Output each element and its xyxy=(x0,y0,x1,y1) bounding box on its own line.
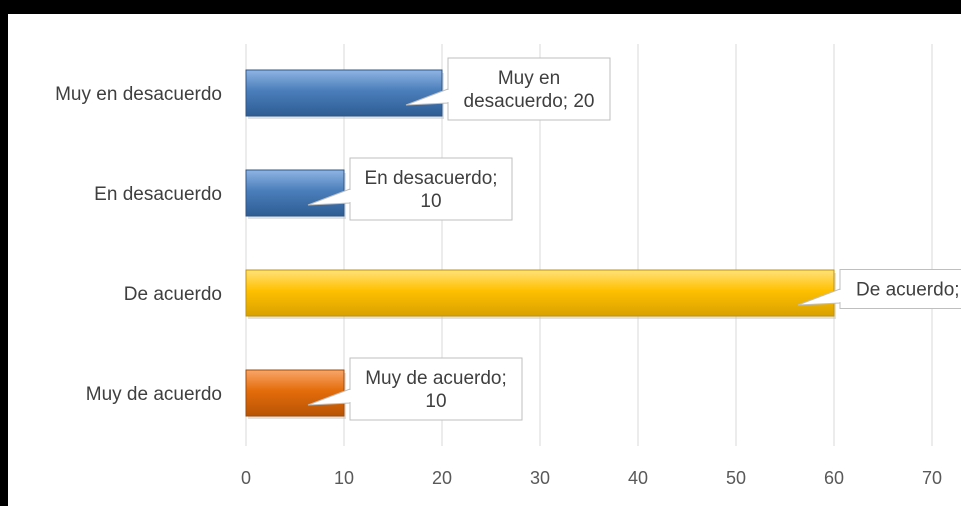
bar xyxy=(245,369,345,417)
category-label: En desacuerdo xyxy=(94,184,222,205)
bars xyxy=(245,69,836,419)
data-label-box xyxy=(447,57,611,121)
bar xyxy=(245,69,443,117)
data-label: Muy en xyxy=(498,68,560,89)
x-tick-label: 10 xyxy=(334,468,354,488)
bar xyxy=(245,269,835,317)
data-label: 10 xyxy=(420,191,441,212)
category-label: Muy en desacuerdo xyxy=(55,84,222,105)
callout-seam xyxy=(447,90,450,102)
x-tick-label: 60 xyxy=(824,468,844,488)
data-label-box xyxy=(349,157,513,221)
bar-chart: Muy en desacuerdo En desacuerdo De acuerdo… xyxy=(55,44,961,488)
x-tick-label: 0 xyxy=(241,468,251,488)
callout-seam xyxy=(839,290,842,302)
x-tick-label: 50 xyxy=(726,468,746,488)
callout-seam xyxy=(349,190,352,202)
callout-seam xyxy=(349,390,352,402)
data-label-box xyxy=(349,357,523,421)
category-label: De acuerdo xyxy=(124,284,222,305)
data-label: En desacuerdo; xyxy=(364,168,497,189)
data-label: De acuerdo; 60 xyxy=(856,280,961,301)
data-label: desacuerdo; 20 xyxy=(464,91,595,112)
bar xyxy=(245,169,345,217)
category-labels: Muy en desacuerdo En desacuerdo De acuerdo… xyxy=(55,84,222,405)
data-label: Muy de acuerdo; xyxy=(365,368,507,389)
x-tick-label: 30 xyxy=(530,468,550,488)
x-tick-label: 70 xyxy=(922,468,942,488)
data-label-box xyxy=(839,269,961,309)
data-label: 10 xyxy=(425,391,446,412)
x-axis-tick-labels: 0 10 20 30 40 50 60 70 xyxy=(241,468,942,488)
category-label: Muy de acuerdo xyxy=(86,384,222,405)
x-tick-label: 40 xyxy=(628,468,648,488)
x-tick-label: 20 xyxy=(432,468,452,488)
